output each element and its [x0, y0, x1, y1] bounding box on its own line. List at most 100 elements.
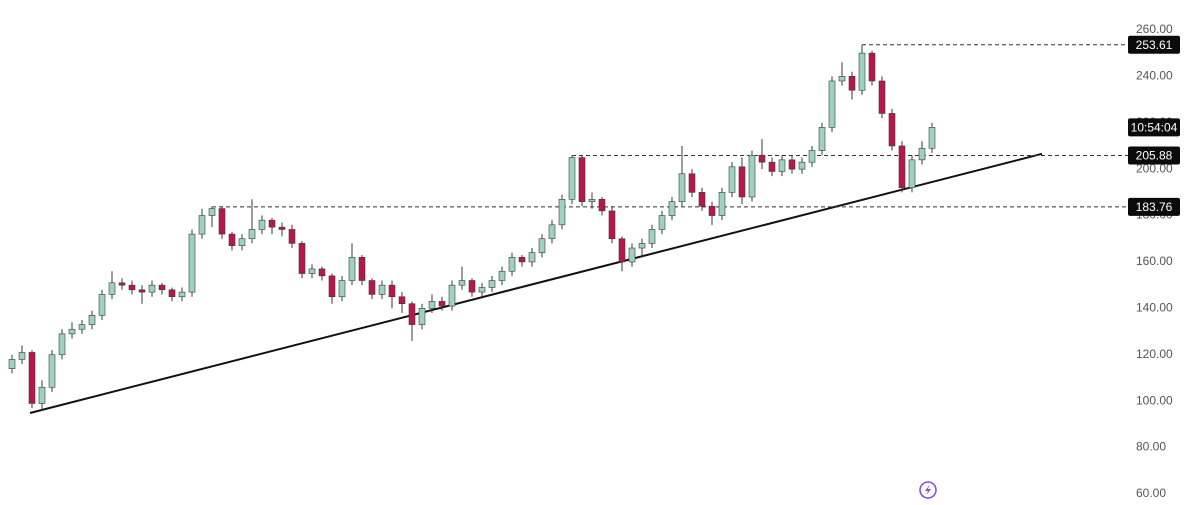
- candle-body: [808, 150, 816, 163]
- candle-body: [698, 192, 706, 207]
- candle-body: [488, 280, 496, 288]
- candle-body: [468, 280, 476, 293]
- candle-body: [168, 289, 176, 298]
- candle-body: [8, 359, 16, 369]
- candle-body: [648, 229, 656, 244]
- candle-body: [108, 282, 116, 295]
- candle-body: [518, 257, 526, 263]
- lightning-icon[interactable]: [919, 481, 937, 499]
- candle-body: [768, 161, 776, 172]
- candle-body: [248, 229, 256, 240]
- candle-body: [238, 238, 246, 247]
- candle-body: [408, 303, 416, 325]
- candle-body: [448, 284, 456, 307]
- candle-body: [708, 205, 716, 216]
- candle-body: [188, 233, 196, 293]
- level-label-box: [1128, 146, 1180, 165]
- candle-body: [858, 52, 866, 91]
- candle-body: [558, 199, 566, 226]
- candle-body: [88, 315, 96, 325]
- candle-body: [898, 145, 906, 189]
- level-label: 205.88: [1136, 149, 1173, 163]
- candle-body: [368, 280, 376, 295]
- candle-body: [318, 268, 326, 277]
- candle-body: [398, 296, 406, 305]
- candle-body: [878, 80, 886, 114]
- icon-ring: [919, 481, 937, 499]
- candle-body: [788, 159, 796, 170]
- candle-body: [178, 291, 186, 298]
- candle-body: [38, 386, 46, 404]
- candle-body: [438, 301, 446, 307]
- candle-body: [908, 159, 916, 189]
- candle-body: [148, 284, 156, 293]
- candle-body: [128, 284, 136, 291]
- candle-body: [418, 308, 426, 325]
- candle-body: [288, 229, 296, 244]
- candle-body: [818, 127, 826, 151]
- candle-body: [778, 159, 786, 172]
- candle-body: [668, 201, 676, 216]
- candle-body: [428, 301, 436, 309]
- candle-body: [688, 173, 696, 193]
- candle-body: [928, 127, 936, 149]
- candle-body: [658, 215, 666, 230]
- candle-body: [638, 243, 646, 249]
- candle-body: [568, 157, 576, 200]
- candle-body: [208, 208, 216, 216]
- y-tick-label: 60.00: [1136, 486, 1166, 500]
- candle-body: [348, 257, 356, 281]
- candle-body: [228, 233, 236, 247]
- candle-body: [68, 328, 76, 335]
- candle-body: [918, 147, 926, 161]
- candle-body: [268, 219, 276, 228]
- candle-body: [508, 257, 516, 272]
- candle-body: [478, 287, 486, 293]
- candle-body: [868, 52, 876, 82]
- candle-body: [298, 243, 306, 274]
- candle-body: [578, 157, 586, 202]
- candle-body: [798, 161, 806, 170]
- level-label-box: [1128, 197, 1180, 216]
- candle-body: [678, 173, 686, 202]
- candle-body: [58, 333, 66, 356]
- trend-line: [29, 152, 1043, 414]
- icon-bolt: [925, 485, 931, 495]
- level-label: 183.76: [1136, 200, 1173, 214]
- candle-body: [538, 238, 546, 253]
- candle-body: [618, 238, 626, 263]
- countdown-label: 10:54:04: [1131, 121, 1178, 135]
- candle-body: [278, 226, 286, 230]
- candle-body: [888, 113, 896, 147]
- candle-body: [328, 275, 336, 298]
- candle-body: [828, 80, 836, 128]
- candle-body: [378, 284, 386, 295]
- y-tick-label: 200.00: [1136, 161, 1173, 175]
- y-tick-label: 80.00: [1136, 440, 1166, 454]
- candle-body: [258, 219, 266, 230]
- candle-body: [18, 352, 26, 360]
- candle-body: [138, 289, 146, 293]
- candle-body: [738, 166, 746, 198]
- candle-body: [198, 215, 206, 235]
- candle-body: [28, 352, 36, 404]
- candle-body: [338, 280, 346, 298]
- y-tick-label: 120.00: [1136, 347, 1173, 361]
- candle-body: [308, 268, 316, 274]
- candle-body: [628, 247, 636, 263]
- level-label-box: [1128, 35, 1180, 54]
- candle-body: [458, 280, 466, 286]
- candle-body: [358, 257, 366, 281]
- candle-body: [78, 324, 86, 330]
- candle-body: [748, 154, 756, 198]
- y-tick-label: 100.00: [1136, 393, 1173, 407]
- candle-body: [98, 294, 106, 316]
- candle-body: [718, 192, 726, 216]
- candle-body: [498, 270, 506, 281]
- y-tick-label: 160.00: [1136, 254, 1173, 268]
- y-tick-label: 140.00: [1136, 301, 1173, 315]
- level-label: 253.61: [1136, 38, 1173, 52]
- candle-body: [528, 252, 536, 263]
